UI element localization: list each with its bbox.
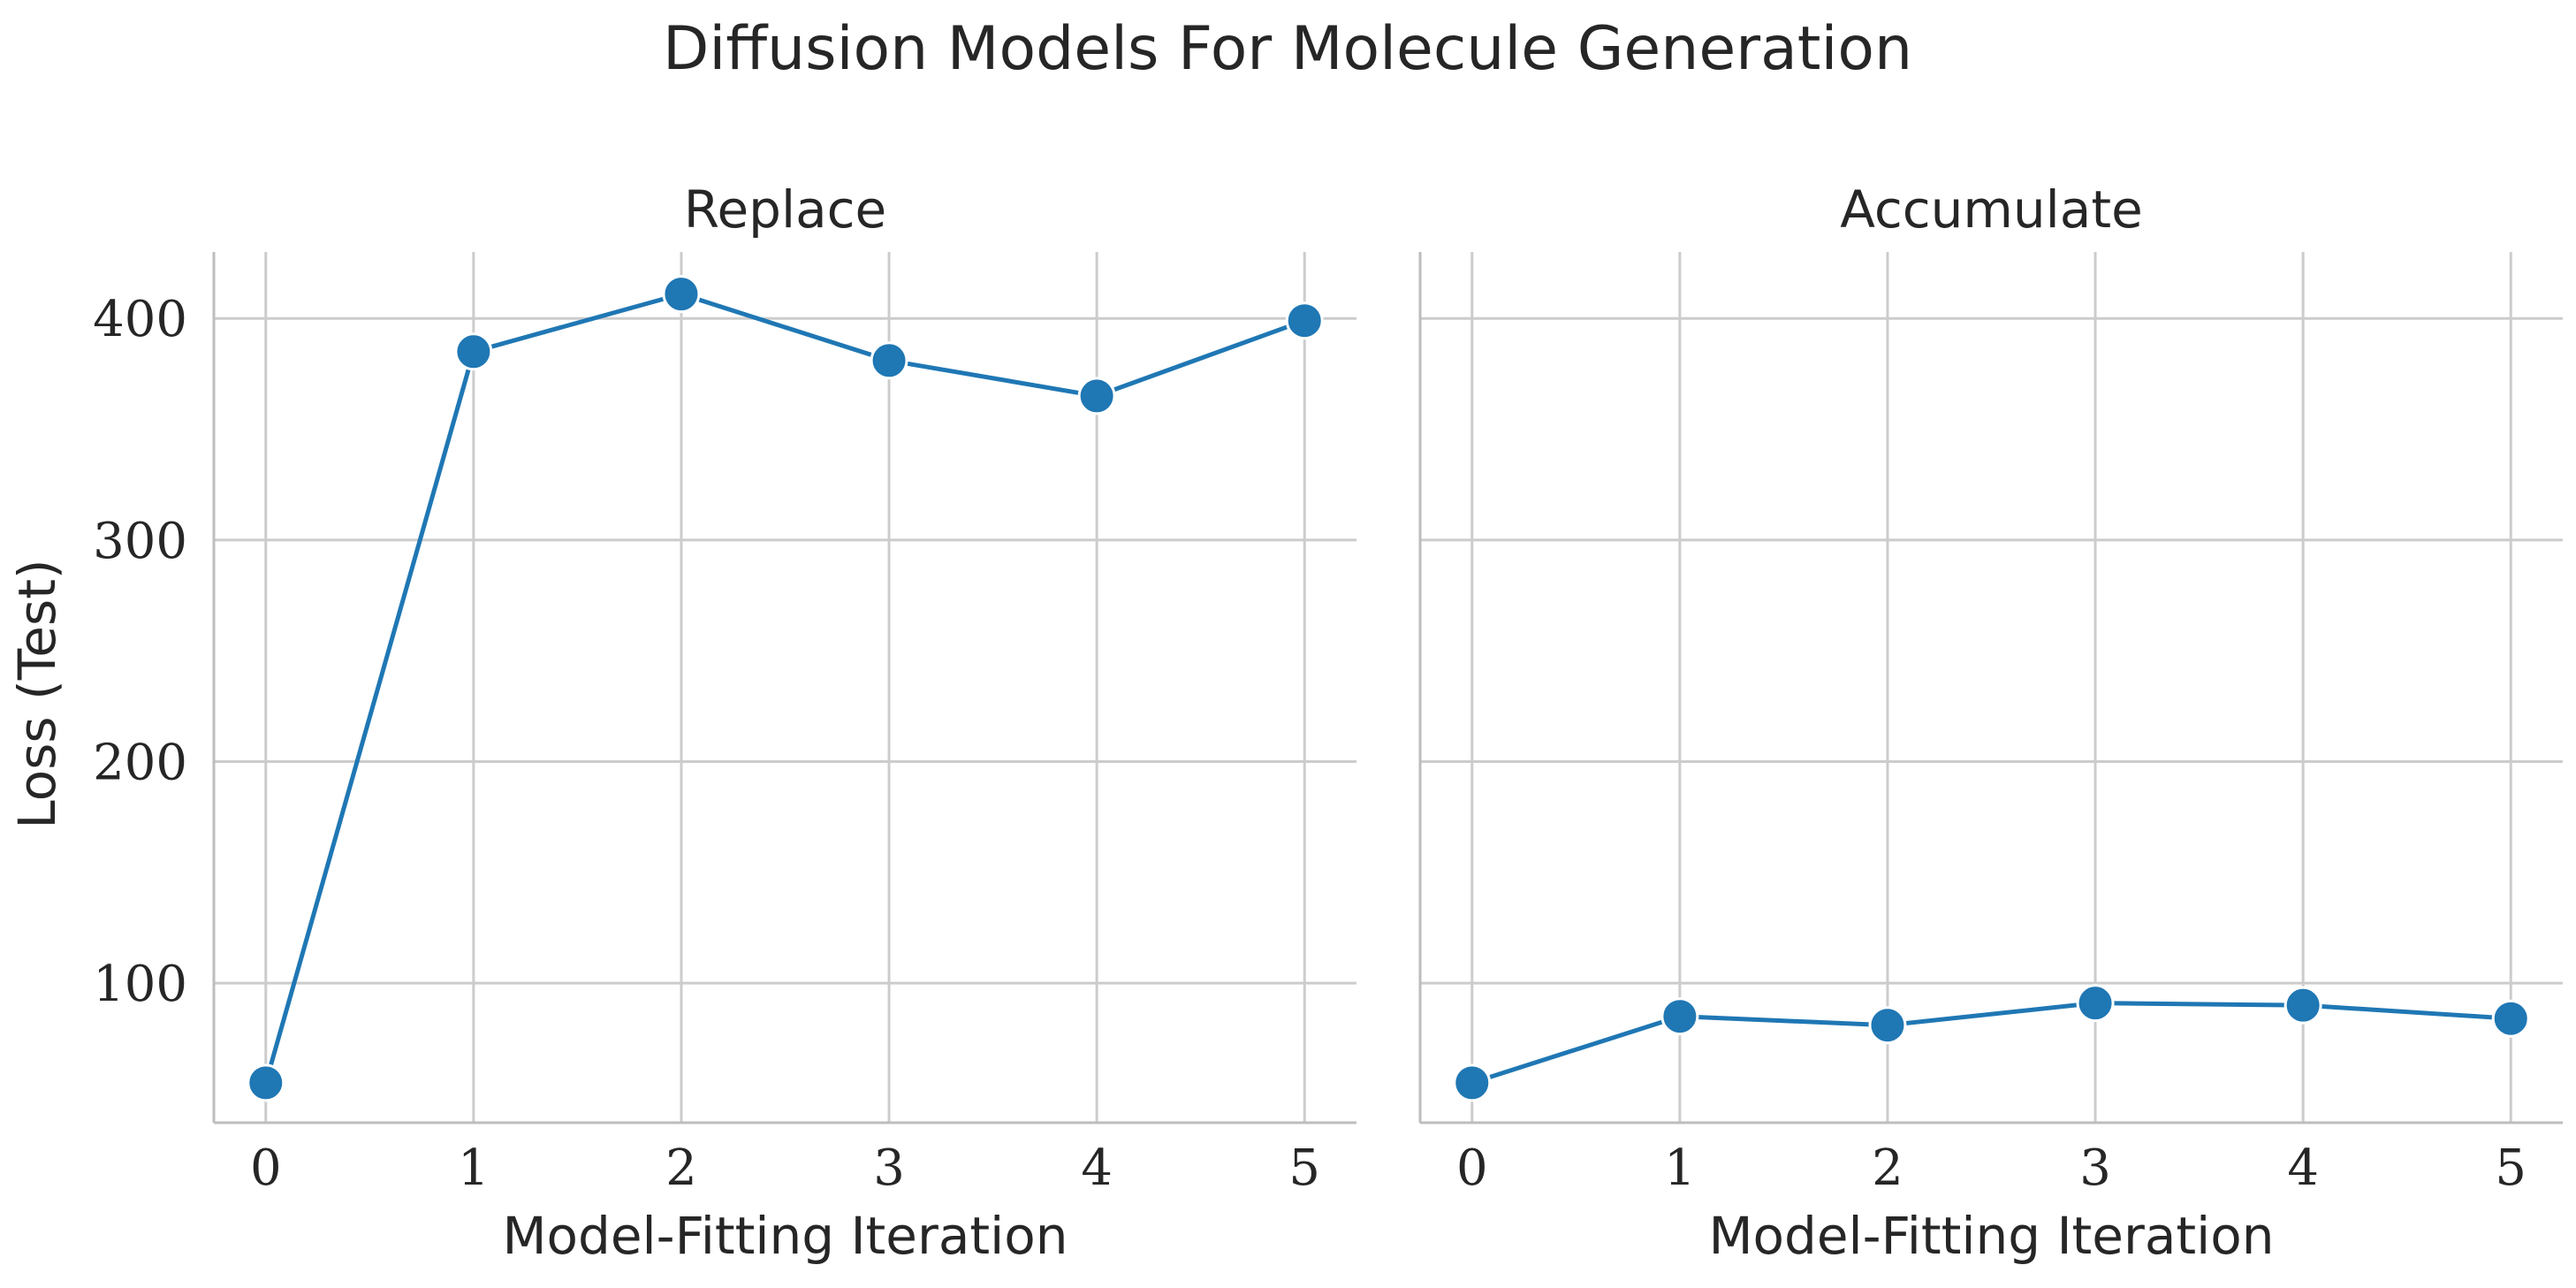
- x-tick-label: 3: [873, 1139, 905, 1197]
- data-point: [1660, 997, 1699, 1036]
- data-point: [1285, 301, 1324, 340]
- data-point: [2491, 999, 2530, 1038]
- x-axis-label: Model-Fitting Iteration: [503, 1206, 1068, 1266]
- x-tick-label: 4: [2287, 1139, 2319, 1197]
- x-tick-label: 5: [1288, 1139, 1320, 1197]
- x-axis-label: Model-Fitting Iteration: [1709, 1206, 2275, 1266]
- y-tick-label: 100: [93, 956, 187, 1013]
- x-tick-label: 1: [458, 1139, 490, 1197]
- panels: Replace 0 1 2 3 4 5 100 200 300 400 Model-Fitting I…: [93, 179, 2563, 1266]
- x-tick-label: 2: [1872, 1139, 1904, 1197]
- data-point: [247, 1063, 285, 1102]
- series-line: [263, 292, 1306, 1084]
- y-tick-label: 400: [93, 291, 187, 348]
- data-point: [1453, 1063, 1492, 1102]
- y-tick-label: 200: [93, 734, 187, 791]
- y-tick-label: 300: [93, 513, 187, 570]
- data-point: [662, 275, 701, 314]
- x-tick-label: 2: [665, 1139, 697, 1197]
- x-tick-label: 3: [2079, 1139, 2111, 1197]
- x-tick-label: 1: [1664, 1139, 1696, 1197]
- data-point: [870, 341, 908, 380]
- chart-panel-1: Replace 0 1 2 3 4 5 100 200 300 400 Model-Fitting I…: [93, 179, 1356, 1266]
- x-tick-label: 5: [2495, 1139, 2527, 1197]
- x-tick-label: 4: [1081, 1139, 1113, 1197]
- chart-panel-2: Accumulate 0 1 2 3 4 5 Model-Fitting Iteration: [1418, 179, 2563, 1266]
- y-axis-label: Loss (Test): [7, 559, 67, 828]
- data-point: [2283, 986, 2322, 1025]
- series-line: [1471, 1001, 2511, 1086]
- data-point: [1868, 1006, 1907, 1045]
- panel-title: Accumulate: [1840, 179, 2143, 240]
- data-point: [2076, 984, 2115, 1023]
- figure-title: Diffusion Models For Molecule Generation: [663, 14, 1912, 84]
- data-point: [1077, 377, 1116, 415]
- x-tick-label: 0: [1456, 1139, 1488, 1197]
- x-tick-label: 0: [250, 1139, 282, 1197]
- panel-title: Replace: [684, 179, 886, 240]
- data-point: [454, 332, 493, 371]
